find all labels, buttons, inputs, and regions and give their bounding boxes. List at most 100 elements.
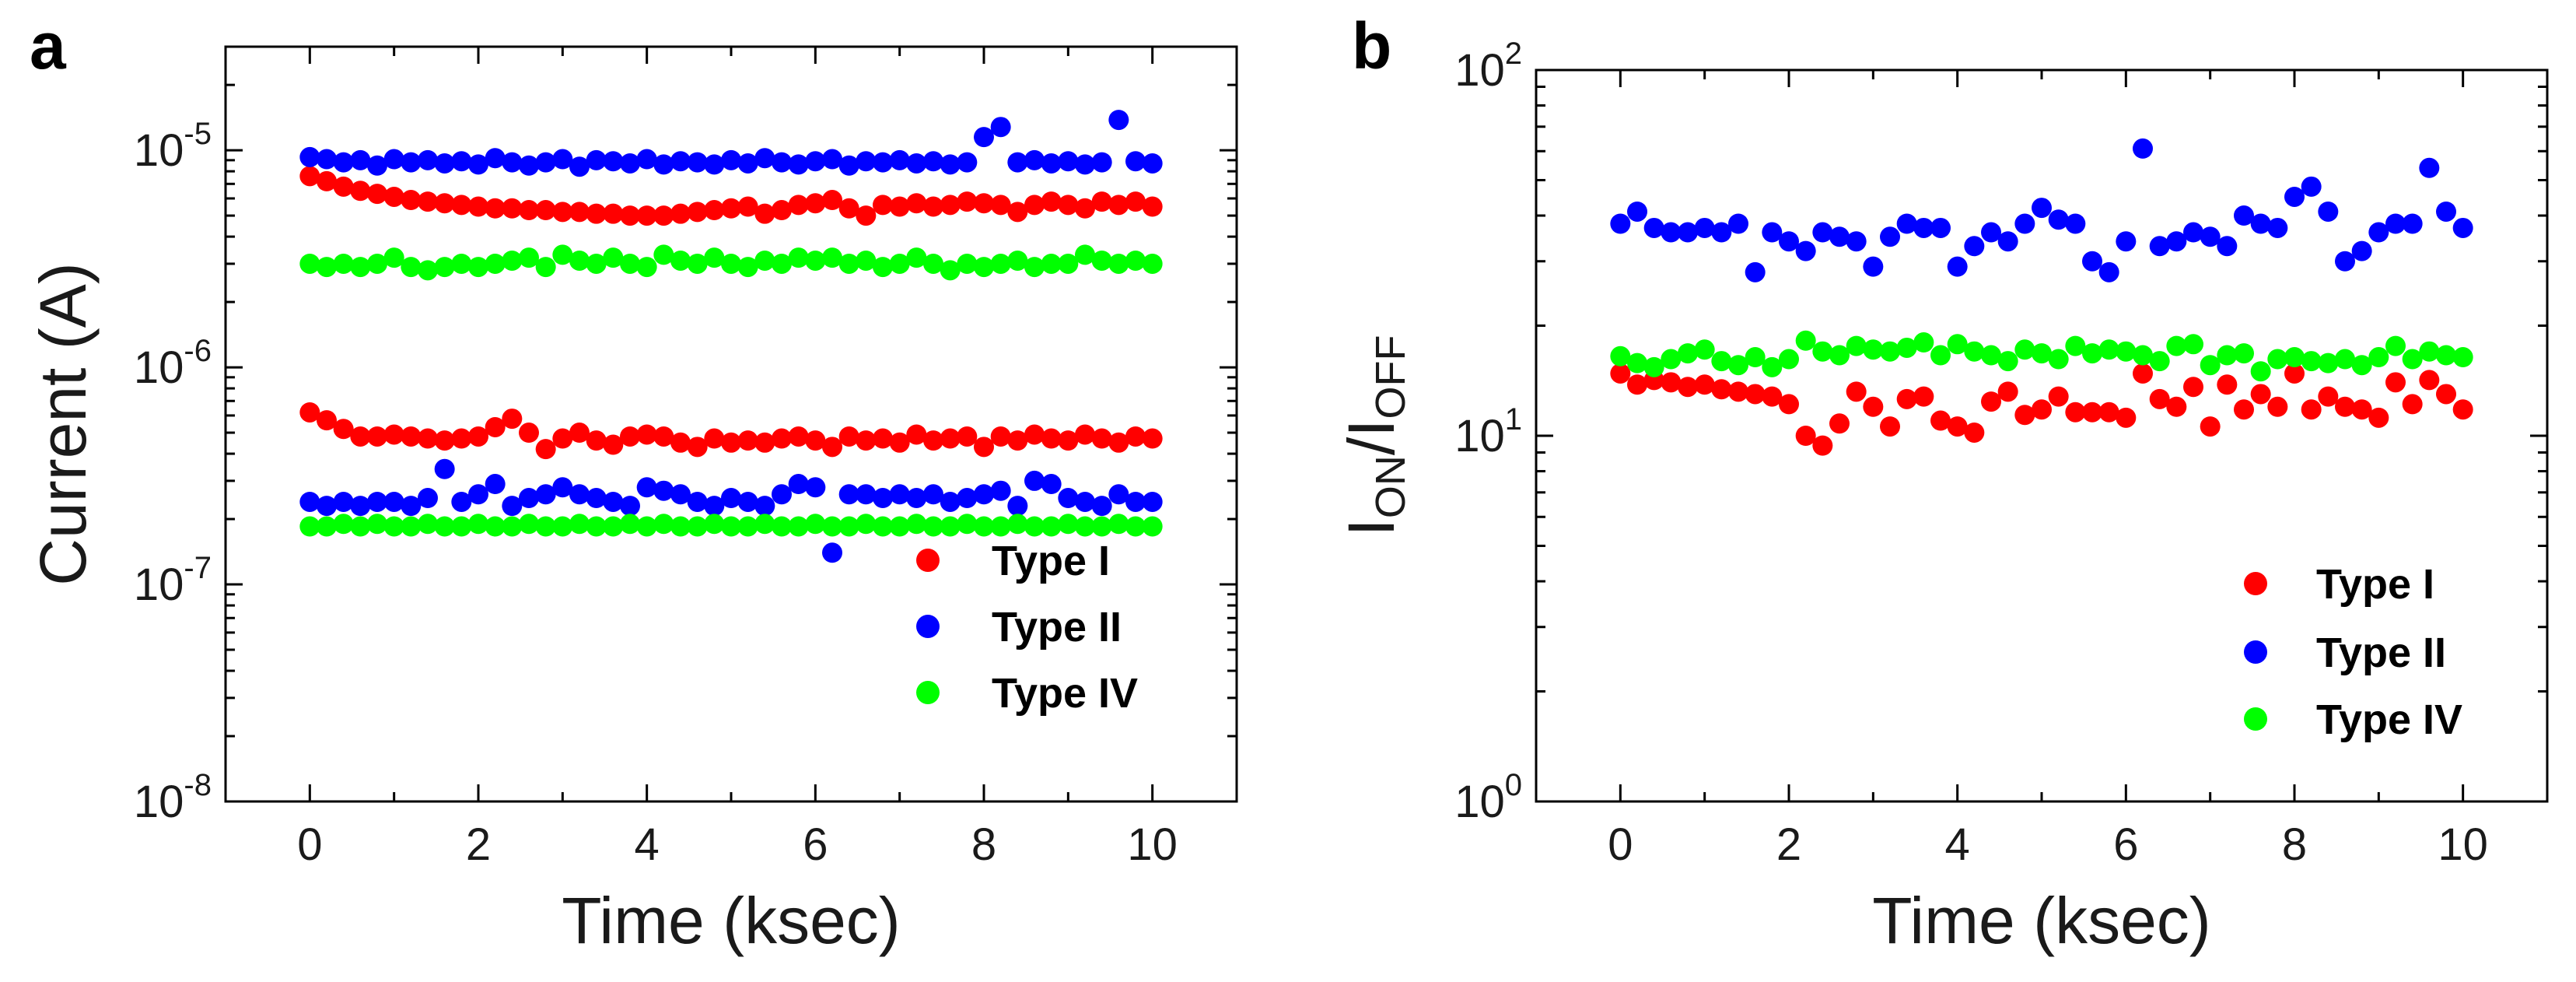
- data-point-type-ii: [721, 488, 741, 509]
- data-point-type-i: [569, 423, 590, 444]
- data-point-type-iv: [1041, 516, 1062, 537]
- data-point-type-i: [687, 202, 708, 223]
- data-point-type-i: [468, 196, 488, 217]
- data-point-type-ii: [1745, 261, 1766, 282]
- data-point-type-ii: [1896, 213, 1917, 234]
- data-point-type-iv: [2032, 343, 2052, 364]
- data-point-type-ii: [754, 148, 775, 169]
- x-tick-label: 2: [466, 819, 491, 870]
- data-point-type-iv: [603, 247, 624, 268]
- data-point-type-ii: [2032, 198, 2052, 219]
- data-point-type-ii: [1981, 222, 2001, 243]
- data-point-type-iv: [451, 516, 472, 537]
- data-point-type-i: [2234, 399, 2254, 420]
- data-point-type-i: [788, 195, 809, 216]
- data-point-type-ii: [552, 477, 573, 498]
- data-point-type-i: [350, 181, 371, 202]
- data-point-type-iv: [1930, 345, 1951, 366]
- x-tick-label: 4: [635, 819, 660, 870]
- data-point-type-ii: [1947, 256, 1968, 277]
- data-point-type-i: [535, 439, 556, 460]
- data-point-type-iv: [838, 516, 859, 537]
- data-point-type-ii: [2351, 240, 2372, 261]
- data-point-type-ii: [586, 149, 607, 170]
- data-point-type-iv: [350, 257, 371, 278]
- data-point-type-ii: [1913, 217, 1934, 238]
- data-point-type-ii: [535, 484, 556, 505]
- data-point-type-i: [333, 419, 354, 440]
- panel-a: a 0 2 4 6 8 10 10-8 10-7 10-6 10-5 Time (ksec) Cu…: [26, 9, 1238, 957]
- data-point-type-i: [1880, 416, 1900, 437]
- data-point-type-iv: [485, 253, 506, 274]
- legend-b-type-ii-label: Type II: [2316, 630, 2446, 676]
- data-point-type-iv: [2419, 341, 2440, 362]
- y-tick-label: 10-7: [134, 551, 212, 610]
- data-point-type-i: [670, 432, 691, 453]
- data-point-type-i: [1812, 435, 1833, 456]
- data-point-type-i: [838, 198, 859, 219]
- data-point-type-i: [1947, 416, 1968, 437]
- data-point-type-i: [889, 196, 910, 217]
- data-point-type-ii: [401, 496, 422, 517]
- data-point-type-iv: [586, 253, 607, 274]
- data-point-type-i: [2250, 384, 2271, 405]
- data-point-type-iv: [856, 250, 877, 271]
- data-point-type-iv: [2385, 335, 2406, 356]
- data-point-type-i: [620, 426, 640, 447]
- data-point-type-ii: [1694, 217, 1715, 238]
- legend-a-type-i-marker: [916, 549, 940, 572]
- data-point-type-iv: [1058, 514, 1079, 535]
- data-point-type-ii: [418, 149, 438, 170]
- data-point-type-iv: [535, 516, 556, 537]
- x-tick-label: 10: [2438, 819, 2488, 870]
- data-point-type-iv: [653, 244, 674, 265]
- data-point-type-iv: [2452, 347, 2473, 368]
- data-point-type-i: [2419, 370, 2440, 391]
- data-point-type-iv: [434, 257, 455, 278]
- data-point-type-iv: [1896, 337, 1917, 358]
- data-point-type-ii: [2250, 213, 2271, 234]
- data-point-type-iv: [1812, 341, 1833, 362]
- data-point-type-ii: [957, 488, 978, 509]
- data-point-type-iv: [957, 253, 978, 274]
- data-point-type-i: [838, 426, 859, 447]
- data-point-type-iv: [569, 514, 590, 535]
- data-point-type-ii: [1091, 152, 1112, 173]
- data-point-type-ii: [2082, 251, 2102, 272]
- data-point-type-ii: [603, 151, 624, 172]
- data-point-type-iv: [805, 514, 826, 535]
- data-point-type-ii: [2452, 217, 2473, 238]
- y-tick-label: 101: [1454, 402, 1522, 461]
- data-point-type-ii: [2335, 251, 2355, 272]
- x-tick-label: 2: [1776, 819, 1801, 870]
- panel-b-y-axis-label: ION/IOFF: [1335, 335, 1414, 536]
- data-point-type-i: [2385, 372, 2406, 393]
- data-point-type-i: [974, 193, 994, 214]
- data-point-type-iv: [1058, 253, 1079, 274]
- data-point-type-ii: [1007, 152, 1028, 173]
- data-point-type-iv: [754, 514, 775, 535]
- panel-a-legend: Type I Type II Type IV: [916, 538, 1138, 717]
- data-point-type-i: [603, 203, 624, 224]
- data-point-type-ii: [1075, 154, 1095, 175]
- data-point-type-iv: [2351, 355, 2372, 376]
- data-point-type-iv: [737, 257, 758, 278]
- data-point-type-ii: [1108, 484, 1129, 505]
- data-point-type-ii: [1007, 496, 1028, 517]
- data-point-type-i: [2166, 396, 2187, 417]
- data-point-type-iv: [383, 247, 404, 268]
- data-point-type-ii: [502, 152, 523, 173]
- data-point-type-ii: [1863, 256, 1884, 277]
- data-point-type-ii: [1829, 226, 1850, 247]
- data-point-type-i: [1058, 430, 1079, 451]
- data-point-type-i: [552, 202, 573, 223]
- data-point-type-i: [822, 190, 842, 211]
- data-point-type-ii: [873, 488, 893, 509]
- data-point-type-iv: [2267, 349, 2288, 370]
- data-point-type-i: [535, 200, 556, 221]
- data-point-type-i: [1075, 424, 1095, 445]
- data-point-type-ii: [367, 155, 387, 176]
- y-tick-label: 102: [1454, 37, 1522, 96]
- data-point-type-ii: [974, 484, 994, 505]
